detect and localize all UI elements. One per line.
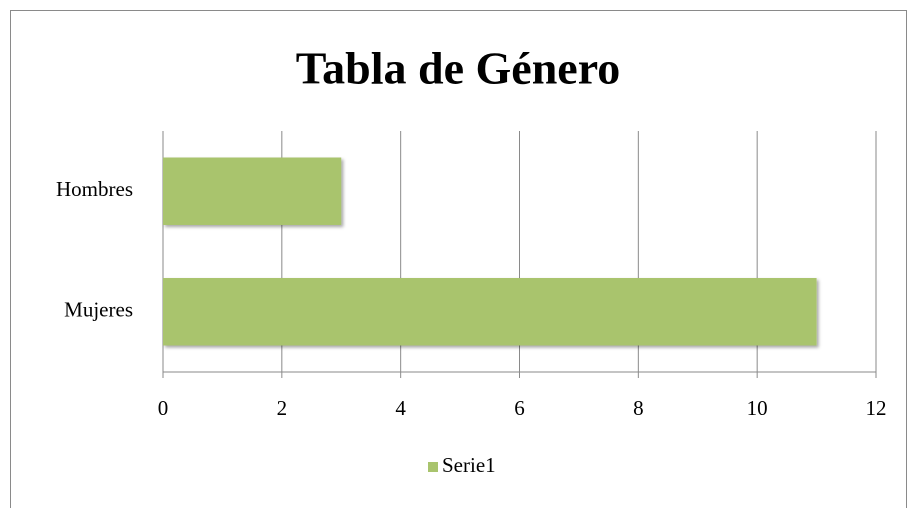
bar xyxy=(163,157,342,225)
chart-title: Tabla de Género xyxy=(296,43,621,94)
chart-frame xyxy=(10,10,907,508)
x-tick-label: 12 xyxy=(866,396,887,420)
y-tick-label: Hombres xyxy=(56,177,133,201)
x-tick-label: 0 xyxy=(158,396,169,420)
legend-label: Serie1 xyxy=(442,453,496,477)
legend-swatch xyxy=(428,462,438,472)
x-tick-label: 2 xyxy=(277,396,288,420)
x-tick-label: 4 xyxy=(395,396,406,420)
x-tick-label: 8 xyxy=(633,396,644,420)
x-tick-label: 6 xyxy=(514,396,525,420)
y-tick-label: Mujeres xyxy=(64,298,133,322)
x-tick-label: 10 xyxy=(747,396,768,420)
bar xyxy=(163,278,817,346)
